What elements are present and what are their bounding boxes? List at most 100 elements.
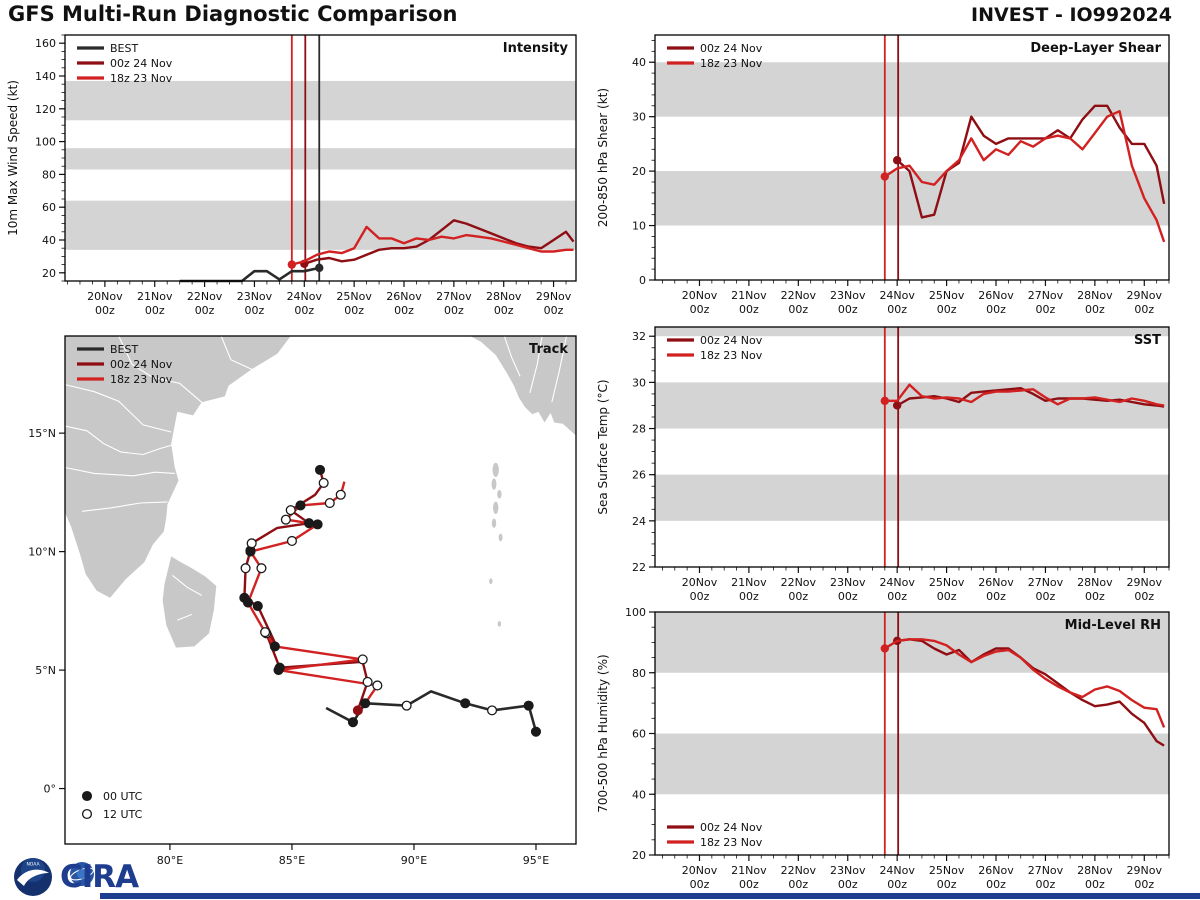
svg-text:00z: 00z xyxy=(739,590,759,603)
svg-text:00z: 00z xyxy=(690,878,710,891)
svg-text:00z: 00z xyxy=(195,304,215,317)
svg-text:00z: 00z xyxy=(887,590,907,603)
sst-genesis-dot xyxy=(892,401,902,410)
svg-text:00z: 00z xyxy=(739,878,759,891)
boundary-line xyxy=(177,613,193,621)
x-tick-label: 21Nov xyxy=(731,289,767,302)
svg-text:00z: 00z xyxy=(1134,878,1154,891)
svg-text:00z: 00z xyxy=(544,304,564,317)
00utc-marker xyxy=(360,698,371,709)
svg-text:18z 23 Nov: 18z 23 Nov xyxy=(110,72,173,85)
svg-text:00z: 00z xyxy=(1134,590,1154,603)
boundary-line xyxy=(172,574,202,596)
x-tick-label: 28Nov xyxy=(1077,864,1113,877)
x-tick-label: 28Nov xyxy=(1077,576,1113,589)
intensity-series-00z-24-nov xyxy=(303,219,575,265)
x-tick-label: 26Nov xyxy=(978,576,1014,589)
12utc-marker xyxy=(362,676,373,687)
12utc-marker xyxy=(286,535,297,547)
y-tick-label: 100 xyxy=(35,136,56,149)
y-tick-label: 30 xyxy=(632,111,646,124)
island xyxy=(497,490,502,499)
svg-text:00z 24 Nov: 00z 24 Nov xyxy=(110,358,173,371)
y-tick-label: 22 xyxy=(632,561,646,574)
12utc-marker xyxy=(324,497,335,509)
rh-ylabel: 700-500 hPa Humidity (%) xyxy=(596,654,610,812)
y-tick-label: 80 xyxy=(632,667,646,680)
intensity-panel: 20Nov00z21Nov00z22Nov00z23Nov00z24Nov00z… xyxy=(6,34,577,317)
intensity-band xyxy=(65,200,576,250)
x-tick-label: 28Nov xyxy=(1077,289,1113,302)
intensity-band xyxy=(65,80,576,121)
x-tick-label: 27Nov xyxy=(1028,289,1064,302)
island xyxy=(489,578,493,585)
svg-text:18z 23 Nov: 18z 23 Nov xyxy=(700,836,763,849)
x-tick-label: 25Nov xyxy=(336,290,372,303)
utc-legend-label: 00 UTC xyxy=(103,790,143,803)
rh-legend: 00z 24 Nov 18z 23 Nov xyxy=(667,821,763,849)
x-tick-label: 22Nov xyxy=(781,576,817,589)
x-tick-label: 22Nov xyxy=(781,289,817,302)
svg-text:00z: 00z xyxy=(986,590,1006,603)
rh-series-18z-23-nov xyxy=(884,638,1166,728)
track-genesis-dot xyxy=(352,705,363,716)
svg-text:BEST: BEST xyxy=(110,343,138,356)
svg-text:00z: 00z xyxy=(887,303,907,316)
y-tick-label: 60 xyxy=(42,201,56,214)
00utc-marker xyxy=(295,500,306,511)
x-tick-label: 20Nov xyxy=(682,576,718,589)
intensity-legend: BEST 00z 24 Nov 18z 23 Nov xyxy=(77,42,173,85)
track-legend: BEST 00z 24 Nov 18z 23 Nov xyxy=(77,343,173,386)
footer-blue-bar xyxy=(100,893,1200,899)
shear-genesis-dot xyxy=(892,156,902,165)
lon-tick-label: 80°E xyxy=(157,854,183,867)
svg-text:00z: 00z xyxy=(95,304,115,317)
00utc-marker xyxy=(273,665,284,676)
y-tick-label: 20 xyxy=(42,267,56,280)
noaa-label: NOAA xyxy=(26,862,40,868)
figure-title: GFS Multi-Run Diagnostic Comparison xyxy=(8,2,458,26)
lat-tick-label: 10°N xyxy=(28,546,56,559)
island xyxy=(498,533,503,542)
y-tick-label: 120 xyxy=(35,103,56,116)
y-tick-label: 140 xyxy=(35,70,56,83)
svg-text:00z: 00z xyxy=(1036,590,1056,603)
svg-text:18z 23 Nov: 18z 23 Nov xyxy=(700,57,763,70)
svg-text:00z: 00z xyxy=(1036,303,1056,316)
svg-text:00z: 00z xyxy=(838,590,858,603)
x-tick-label: 27Nov xyxy=(1028,576,1064,589)
svg-text:00z: 00z xyxy=(1085,303,1105,316)
00utc-marker xyxy=(242,597,254,608)
12utc-marker xyxy=(335,489,346,500)
sst-legend: 00z 24 Nov 18z 23 Nov xyxy=(667,334,763,362)
svg-text:18z 23 Nov: 18z 23 Nov xyxy=(110,373,173,386)
svg-text:00z 24 Nov: 00z 24 Nov xyxy=(110,57,173,70)
svg-text:00z: 00z xyxy=(986,303,1006,316)
12utc-marker xyxy=(318,477,329,488)
x-tick-label: 24Nov xyxy=(879,289,915,302)
island xyxy=(493,501,499,514)
y-tick-label: 28 xyxy=(632,423,646,436)
island xyxy=(497,621,502,627)
x-tick-label: 23Nov xyxy=(830,576,866,589)
land-polygon xyxy=(65,336,291,598)
x-tick-label: 20Nov xyxy=(87,290,123,303)
12utc-marker xyxy=(240,563,251,574)
x-tick-label: 24Nov xyxy=(879,576,915,589)
agency-logos: NOAA CIRA xyxy=(12,856,162,898)
x-tick-label: 27Nov xyxy=(436,290,472,303)
y-tick-label: 32 xyxy=(632,330,646,343)
svg-text:00z: 00z xyxy=(937,878,957,891)
svg-text:00z: 00z xyxy=(344,304,364,317)
00utc-marker xyxy=(530,726,542,737)
boundary-line xyxy=(220,336,252,370)
x-tick-label: 28Nov xyxy=(486,290,522,303)
intensity-panel-title: Intensity xyxy=(503,41,569,56)
boundary-line xyxy=(551,336,568,403)
y-tick-label: 40 xyxy=(632,788,646,801)
svg-text:00z: 00z xyxy=(690,303,710,316)
shear-series-18z-23-nov xyxy=(884,109,1166,243)
track-best xyxy=(325,690,538,733)
12utc-marker xyxy=(246,538,257,549)
